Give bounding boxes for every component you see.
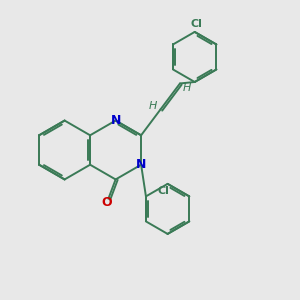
Text: Cl: Cl xyxy=(190,19,202,29)
Text: N: N xyxy=(136,158,146,171)
Text: N: N xyxy=(110,114,121,127)
Text: Cl: Cl xyxy=(157,186,169,196)
Text: O: O xyxy=(102,196,112,209)
Text: H: H xyxy=(149,101,158,111)
Text: H: H xyxy=(182,83,190,93)
